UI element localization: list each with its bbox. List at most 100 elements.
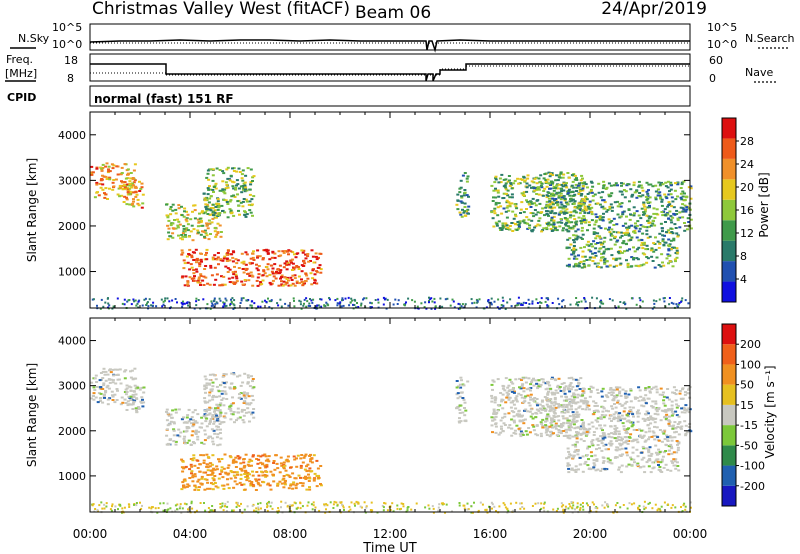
scatter-cell	[188, 268, 192, 271]
scatter-cell	[234, 281, 238, 284]
clutter-cell	[92, 298, 95, 301]
scatter-cell	[583, 181, 587, 184]
scatter-cell	[597, 250, 601, 253]
scatter-cell	[125, 384, 129, 387]
scatter-cell	[592, 413, 596, 416]
scatter-cell	[570, 398, 574, 401]
scatter-cell	[684, 433, 688, 435]
scatter-cell	[641, 399, 644, 402]
scatter-cell	[506, 386, 510, 389]
scatter-cell	[534, 176, 538, 179]
scatter-cell	[676, 405, 680, 407]
clutter-cell	[658, 298, 661, 301]
clutter-cell	[288, 504, 291, 507]
scatter-cell	[524, 376, 528, 379]
scatter-cell	[221, 375, 225, 378]
clutter-cell	[259, 502, 262, 505]
scatter-cell	[546, 178, 550, 181]
scatter-cell	[528, 431, 532, 434]
scatter-cell	[616, 401, 620, 404]
scatter-cell	[507, 398, 511, 401]
scatter-cell	[247, 376, 250, 379]
scatter-cell	[666, 388, 670, 390]
scatter-cell	[532, 181, 536, 184]
scatter-cell	[241, 268, 245, 270]
scatter-cell	[668, 190, 671, 193]
scatter-cell	[587, 224, 591, 227]
scatter-cell	[309, 272, 313, 275]
scatter-cell	[567, 265, 571, 268]
scatter-cell	[669, 248, 673, 250]
clutter-cell	[155, 305, 158, 308]
scatter-cell	[582, 185, 586, 188]
clutter-cell	[363, 501, 366, 504]
clutter-cell	[680, 506, 682, 508]
scatter-cell	[249, 257, 253, 260]
scatter-cell	[554, 179, 558, 182]
scatter-cell	[507, 201, 511, 204]
colorbar-segment	[722, 158, 736, 180]
scatter-cell	[261, 463, 264, 466]
scatter-cell	[635, 411, 639, 413]
scatter-cell	[574, 468, 578, 471]
scatter-cell	[208, 283, 212, 286]
scatter-cell	[582, 182, 586, 185]
scatter-cell	[190, 465, 194, 468]
scatter-cell	[545, 415, 549, 418]
scatter-cell	[205, 176, 209, 179]
scatter-cell	[106, 373, 110, 376]
scatter-cell	[278, 480, 282, 483]
scatter-cell	[515, 413, 519, 416]
scatter-cell	[303, 455, 307, 458]
scatter-cell	[208, 391, 212, 394]
clutter-cell	[164, 297, 167, 300]
scatter-cell	[632, 428, 636, 431]
scatter-cell	[207, 413, 211, 416]
clutter-cell	[148, 506, 151, 509]
scatter-cell	[297, 275, 301, 278]
scatter-cell	[611, 399, 615, 402]
scatter-cell	[674, 252, 678, 254]
clutter-cell	[187, 301, 190, 304]
scatter-cell	[222, 484, 226, 487]
scatter-cell	[630, 425, 634, 428]
scatter-cell	[558, 225, 562, 228]
scatter-cell	[458, 412, 462, 414]
scatter-cell	[629, 409, 633, 411]
scatter-cell	[171, 203, 175, 206]
scatter-cell	[306, 463, 310, 466]
scatter-cell	[572, 265, 576, 268]
scatter-cell	[523, 221, 527, 224]
scatter-cell	[514, 223, 517, 225]
scatter-cell	[187, 439, 191, 442]
clutter-cell	[100, 298, 103, 301]
scatter-cell	[251, 284, 255, 287]
scatter-cell	[199, 284, 202, 286]
scatter-cell	[250, 413, 253, 416]
clutter-cell	[307, 501, 310, 504]
scatter-cell	[595, 448, 598, 451]
scatter-cell	[526, 174, 530, 177]
scatter-cell	[217, 205, 221, 208]
scatter-cell	[546, 427, 550, 430]
clutter-cell	[557, 297, 560, 300]
scatter-cell	[250, 482, 254, 485]
scatter-cell	[202, 443, 206, 445]
scatter-cell	[580, 200, 583, 203]
scatter-cell	[171, 232, 175, 235]
scatter-cell	[251, 474, 255, 477]
scatter-cell	[646, 236, 650, 239]
scatter-cell	[285, 281, 289, 284]
scatter-cell	[575, 385, 579, 388]
clutter-cell	[680, 300, 683, 303]
scatter-cell	[584, 408, 588, 411]
clutter-cell	[444, 298, 447, 301]
scatter-cell	[610, 420, 613, 422]
scatter-cell	[240, 261, 244, 264]
clutter-cell	[180, 511, 183, 514]
scatter-cell	[531, 197, 535, 200]
scatter-cell	[101, 377, 105, 379]
scatter-cell	[683, 204, 687, 207]
scatter-cell	[233, 386, 237, 389]
scatter-cell	[625, 439, 629, 442]
